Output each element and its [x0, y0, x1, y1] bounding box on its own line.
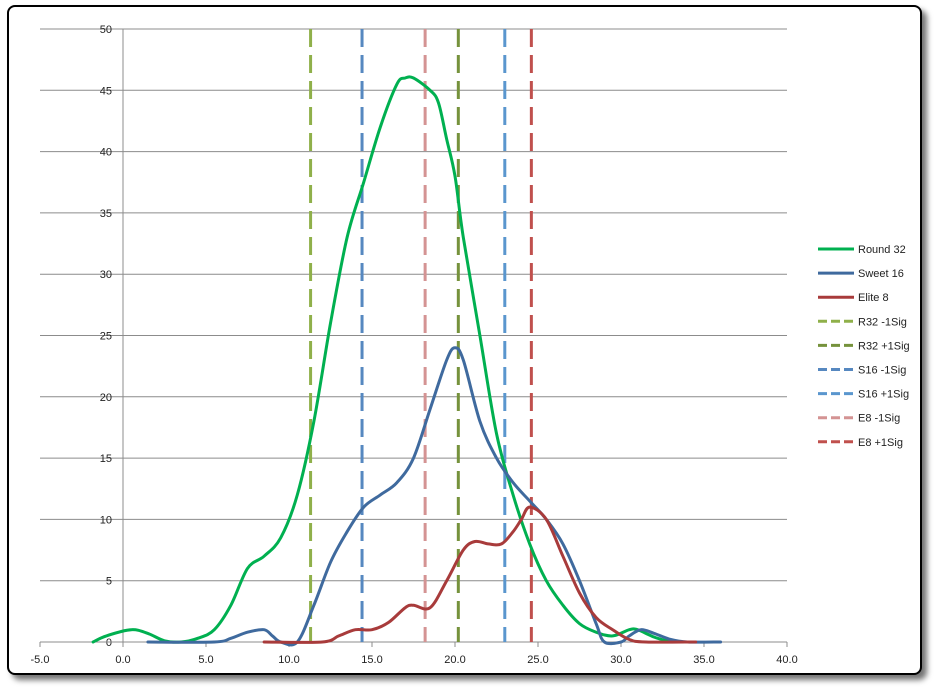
x-tick-label: -5.0 — [31, 654, 50, 666]
legend-label: Elite 8 — [858, 292, 889, 304]
y-tick-label: 30 — [100, 269, 112, 281]
x-tick-label: 10.0 — [278, 654, 299, 666]
y-tick-label: 10 — [100, 514, 112, 526]
y-tick-label: 0 — [106, 637, 112, 649]
x-tick-label: 20.0 — [444, 654, 465, 666]
y-tick-label: 40 — [100, 147, 112, 159]
y-tick-label: 50 — [100, 24, 112, 36]
legend-label: R32 +1Sig — [858, 340, 910, 352]
legend-label: E8 -1Sig — [858, 413, 900, 425]
x-tick-label: 25.0 — [527, 654, 548, 666]
y-tick-label: 5 — [106, 576, 112, 588]
x-tick-label: 5.0 — [198, 654, 213, 666]
y-tick-label: 35 — [100, 208, 112, 220]
series-line-elite-8 — [262, 505, 698, 644]
x-tick-label: 0.0 — [115, 654, 130, 666]
series-lines — [91, 75, 723, 647]
x-tick-label: 35.0 — [693, 654, 714, 666]
x-tick-label: 15.0 — [361, 654, 382, 666]
y-tick-label: 20 — [100, 392, 112, 404]
axes: 0 5 10 15 20 25 30 35 40 45 50 -5.0 0.0 5.0 10.0 15.0 20… — [31, 24, 798, 666]
line-chart: 0 5 10 15 20 25 30 35 40 45 50 -5.0 0.0 5.0 10.0 15.0 20… — [31, 24, 910, 666]
y-tick-label: 15 — [100, 453, 112, 465]
legend: Round 32 Sweet 16 Elite 8 R32 -1Sig R32 +1Si… — [818, 244, 910, 449]
series-line-round-32 — [91, 75, 673, 644]
legend-label: Round 32 — [858, 244, 906, 256]
x-tick-label: 40.0 — [776, 654, 797, 666]
legend-label: S16 -1Sig — [858, 365, 906, 377]
gridlines — [40, 28, 787, 643]
series-line-sweet-16 — [146, 346, 723, 647]
chart-frame: 0 5 10 15 20 25 30 35 40 45 50 -5.0 0.0 5.0 10.0 15.0 20… — [7, 5, 922, 675]
y-tick-label: 45 — [100, 85, 112, 97]
legend-label: R32 -1Sig — [858, 316, 907, 328]
legend-label: E8 +1Sig — [858, 437, 903, 449]
y-tick-label: 25 — [100, 331, 112, 343]
x-tick-label: 30.0 — [610, 654, 631, 666]
legend-label: Sweet 16 — [858, 268, 904, 280]
legend-label: S16 +1Sig — [858, 389, 909, 401]
